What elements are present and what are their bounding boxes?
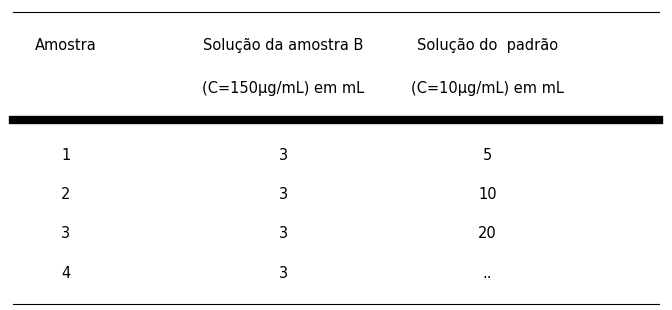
- Text: 3: 3: [279, 148, 288, 162]
- Text: ..: ..: [482, 266, 492, 281]
- Text: Amostra: Amostra: [35, 38, 97, 53]
- Text: 20: 20: [478, 227, 497, 241]
- Text: (C=10μg/mL) em mL: (C=10μg/mL) em mL: [411, 81, 564, 96]
- Text: (C=150μg/mL) em mL: (C=150μg/mL) em mL: [202, 81, 364, 96]
- Text: Solução da amostra B: Solução da amostra B: [203, 38, 364, 53]
- Text: 2: 2: [61, 187, 71, 202]
- Text: 3: 3: [61, 227, 71, 241]
- Text: 10: 10: [478, 187, 497, 202]
- Text: 4: 4: [61, 266, 71, 281]
- Text: 5: 5: [483, 148, 492, 162]
- Text: Solução do  padrão: Solução do padrão: [417, 38, 558, 53]
- Text: 3: 3: [279, 266, 288, 281]
- Text: 3: 3: [279, 227, 288, 241]
- Text: 1: 1: [61, 148, 71, 162]
- Text: 3: 3: [279, 187, 288, 202]
